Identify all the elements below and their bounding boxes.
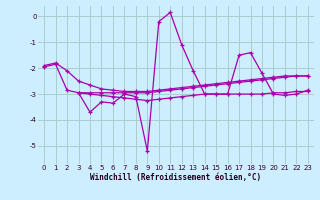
X-axis label: Windchill (Refroidissement éolien,°C): Windchill (Refroidissement éolien,°C) xyxy=(91,173,261,182)
